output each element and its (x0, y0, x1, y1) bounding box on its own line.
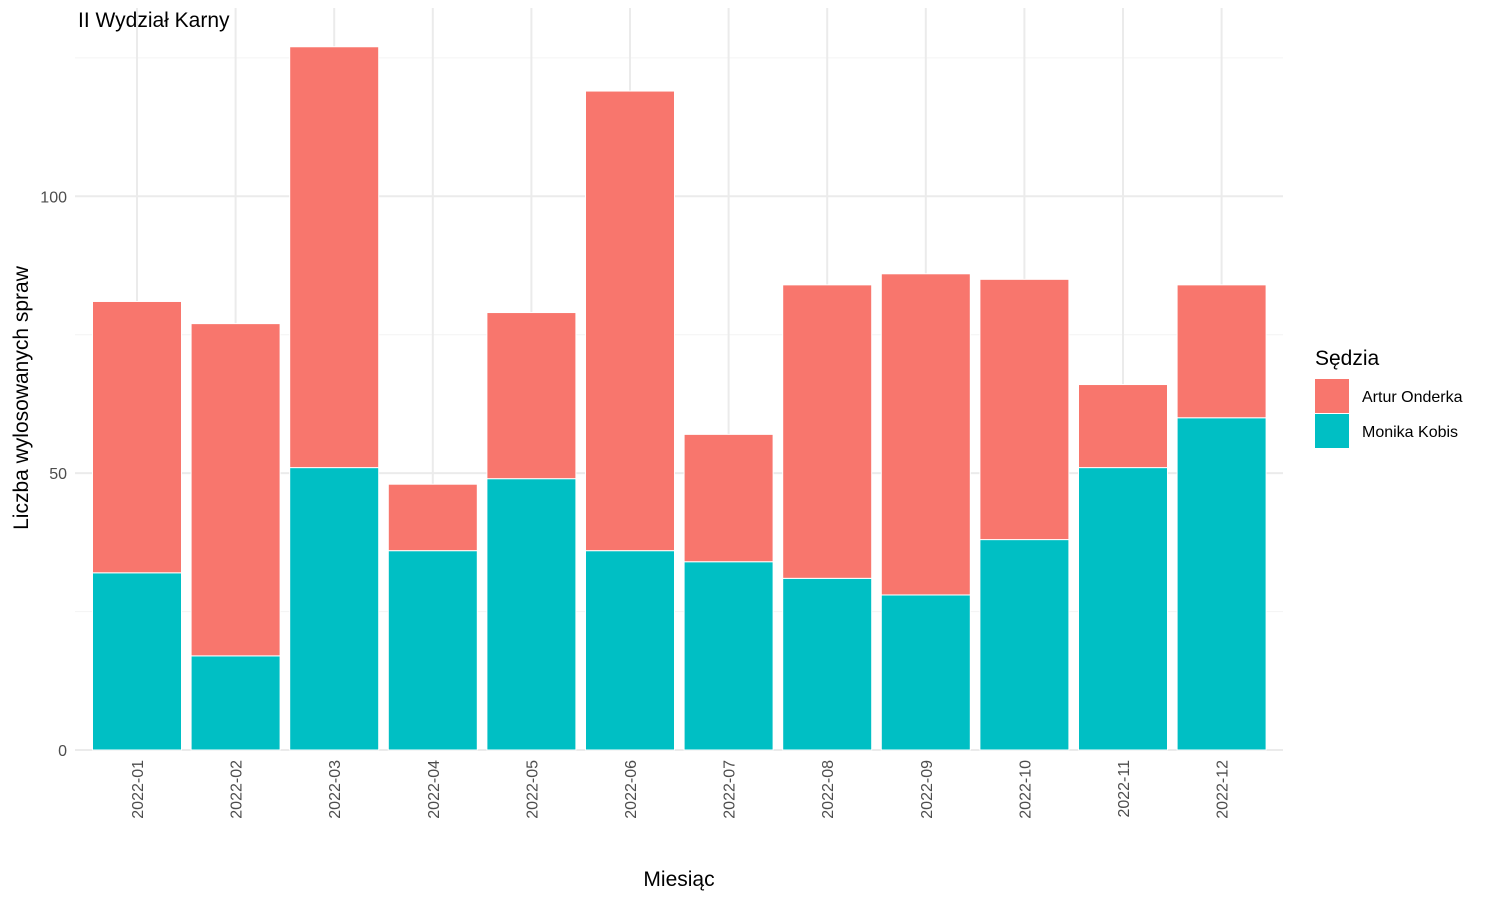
y-tick-label: 100 (40, 189, 67, 206)
bar-segment (782, 284, 873, 579)
bar-segment (683, 561, 774, 751)
bar-segment (880, 594, 971, 751)
x-tick-label: 2022-10 (1017, 760, 1034, 819)
bar-segment (486, 312, 577, 480)
y-axis-ticks: 0 50 100 (40, 189, 67, 760)
x-tick-label: 2022-11 (1116, 760, 1133, 818)
y-tick-label: 0 (58, 743, 67, 760)
bar-segment (1176, 284, 1267, 419)
x-tick-label: 2022-01 (130, 760, 147, 819)
legend-label: Artur Onderka (1362, 389, 1463, 406)
bar-segment (486, 478, 577, 751)
bar-segment (683, 433, 774, 563)
bar-segment (387, 483, 478, 552)
legend-title: Sędzia (1315, 347, 1380, 370)
bar-segment (190, 323, 281, 657)
legend: Sędzia Artur Onderka Monika Kobis (1315, 347, 1463, 448)
x-tick-label: 2022-08 (820, 760, 837, 819)
bar-segment (92, 300, 182, 574)
x-tick-label: 2022-06 (623, 760, 640, 819)
bar-segment (1176, 417, 1267, 751)
x-tick-label: 2022-07 (722, 760, 739, 819)
bar-segment (92, 572, 182, 751)
bar-segment (289, 467, 380, 751)
bar-segment (1078, 467, 1168, 751)
legend-label: Monika Kobis (1362, 424, 1458, 441)
x-axis-ticks: 2022-01 2022-02 2022-03 2022-04 2022-05 2022-… (130, 760, 1232, 819)
x-tick-label: 2022-09 (919, 760, 936, 819)
y-tick-label: 50 (49, 466, 67, 483)
bar-segment (979, 278, 1070, 541)
bar-segment (387, 550, 478, 751)
x-tick-label: 2022-05 (524, 760, 541, 819)
legend-swatch (1315, 379, 1349, 413)
x-tick-label: 2022-03 (327, 760, 344, 819)
chart-title: II Wydział Karny (78, 9, 230, 32)
x-tick-label: 2022-02 (229, 760, 246, 819)
x-axis-title: Miesiąc (643, 868, 714, 891)
bar-segment (585, 550, 675, 751)
bar-segment (880, 273, 971, 596)
bar-segment (979, 539, 1070, 751)
bars (92, 46, 1267, 751)
x-tick-label: 2022-04 (426, 760, 443, 819)
bar-segment (585, 90, 675, 552)
bar-segment (289, 46, 380, 469)
y-axis-title: Liczba wylosowanych spraw (10, 265, 33, 530)
bar-segment (1078, 384, 1168, 469)
legend-swatch (1315, 414, 1349, 448)
bar-segment (782, 577, 873, 751)
bar-segment (190, 655, 281, 751)
x-tick-label: 2022-12 (1215, 760, 1232, 819)
